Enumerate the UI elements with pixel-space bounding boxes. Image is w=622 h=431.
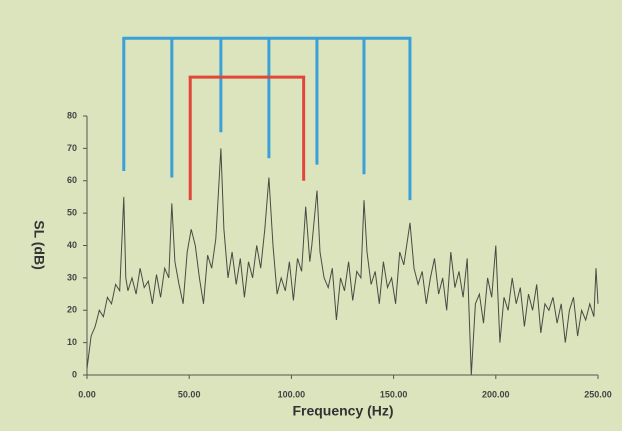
y-tick-label: 30 — [67, 272, 77, 282]
x-axis-title: Frequency (Hz) — [292, 403, 393, 419]
y-tick-label: 80 — [67, 110, 77, 120]
y-tick-label: 10 — [67, 337, 77, 347]
x-tick-label: 150.00 — [380, 389, 408, 399]
y-tick-label: 0 — [72, 369, 77, 379]
y-axis-title: SL (dB) — [31, 220, 47, 270]
spectrum-line — [86, 148, 599, 376]
y-tick-label: 50 — [67, 208, 77, 218]
x-tick-label: 250.00 — [584, 389, 612, 399]
x-tick-label: 100.00 — [278, 389, 306, 399]
y-tick-label: 70 — [67, 143, 77, 153]
y-tick-label: 60 — [67, 175, 77, 185]
y-tick-label: 20 — [67, 305, 77, 315]
x-tick-label: 0.00 — [78, 389, 96, 399]
x-tick-label: 50.00 — [178, 389, 201, 399]
x-tick-label: 200.00 — [482, 389, 510, 399]
y-tick-label: 40 — [67, 240, 77, 250]
